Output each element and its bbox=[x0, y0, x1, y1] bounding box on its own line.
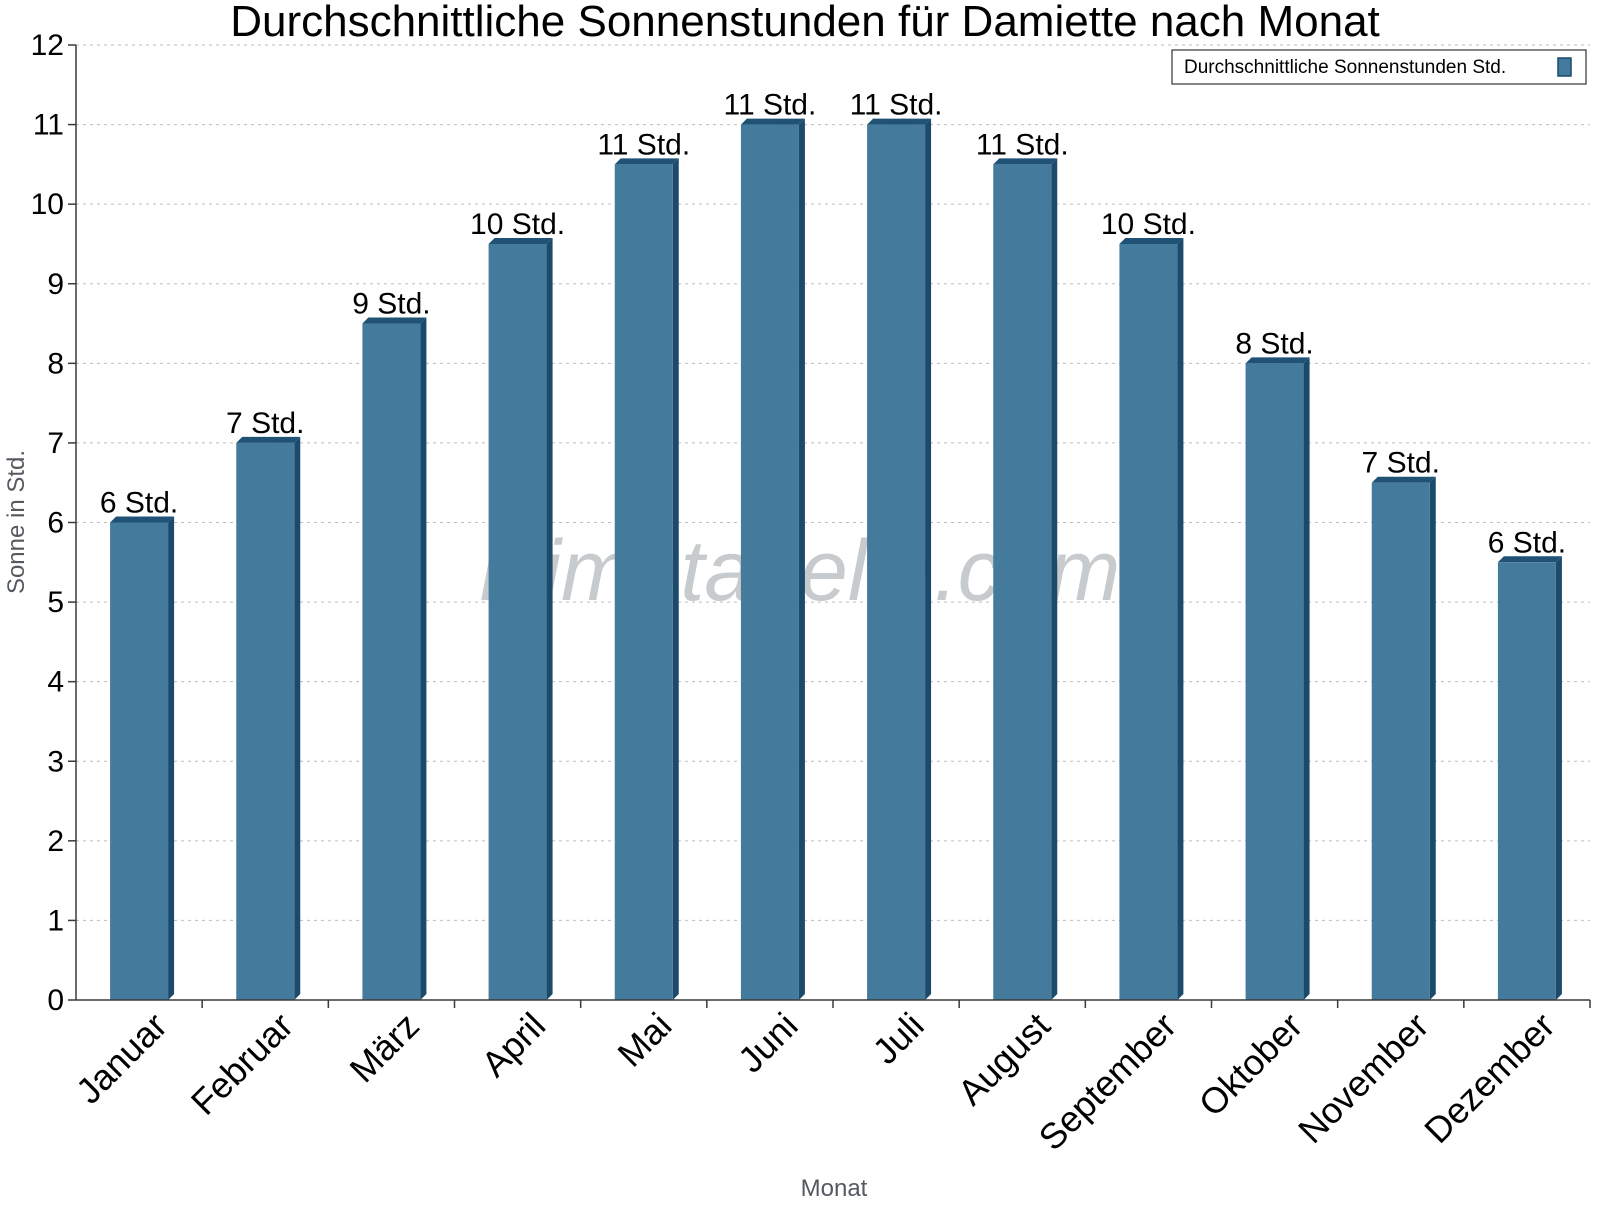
y-tick-label: 3 bbox=[47, 745, 64, 778]
data-label: 6 Std. bbox=[1488, 526, 1566, 559]
bar-top bbox=[1371, 476, 1436, 483]
y-tick-label: 11 bbox=[33, 109, 64, 142]
bar-side bbox=[1429, 476, 1436, 1000]
x-tick-label: Oktober bbox=[1191, 1005, 1311, 1125]
x-axis-title: Monat bbox=[801, 1175, 868, 1200]
bar-front bbox=[1245, 363, 1304, 1000]
x-tick-label: September bbox=[1031, 1005, 1185, 1159]
bar-front bbox=[488, 243, 547, 1001]
x-tick-label: März bbox=[342, 1005, 428, 1091]
bar bbox=[1119, 237, 1184, 1001]
bar-side bbox=[294, 436, 301, 1001]
bar-side bbox=[1303, 357, 1310, 1000]
x-tick-label: November bbox=[1290, 1005, 1436, 1151]
data-label: 11 Std. bbox=[850, 89, 943, 122]
data-label: 11 Std. bbox=[597, 128, 690, 161]
bar-front bbox=[1497, 562, 1556, 1000]
bar-front bbox=[236, 442, 295, 1001]
legend: Durchschnittliche Sonnenstunden Std. bbox=[1171, 49, 1587, 85]
bar bbox=[236, 436, 301, 1001]
y-tick-label: 7 bbox=[47, 427, 64, 460]
bar-top bbox=[110, 516, 175, 523]
legend-label: Durchschnittliche Sonnenstunden Std. bbox=[1184, 57, 1506, 78]
bar bbox=[740, 118, 805, 1001]
chart-title: Durchschnittliche Sonnenstunden für Dami… bbox=[230, 0, 1380, 46]
data-label: 7 Std. bbox=[226, 407, 304, 440]
legend-swatch bbox=[1557, 57, 1572, 77]
y-tick-label: 2 bbox=[47, 825, 64, 858]
bar bbox=[488, 237, 553, 1001]
x-tick-label: Dezember bbox=[1416, 1005, 1562, 1151]
y-tick-label: 4 bbox=[47, 666, 64, 699]
bars bbox=[110, 118, 1562, 1001]
data-label: 9 Std. bbox=[352, 288, 430, 321]
bar-top bbox=[993, 158, 1058, 165]
legend-box bbox=[1171, 49, 1587, 85]
bar-front bbox=[1371, 482, 1430, 1000]
y-tick-label: 12 bbox=[31, 29, 64, 62]
bar-side bbox=[925, 118, 932, 1001]
data-label: 8 Std. bbox=[1235, 327, 1313, 360]
data-label: 11 Std. bbox=[976, 128, 1069, 161]
bar-front bbox=[1119, 243, 1178, 1001]
bar-top bbox=[867, 118, 932, 125]
y-axis-title: Sonne in Std. bbox=[3, 450, 30, 594]
x-tick-label: August bbox=[950, 1005, 1058, 1113]
x-tick-label: Juni bbox=[730, 1005, 806, 1081]
bar bbox=[1371, 476, 1436, 1000]
bar-front bbox=[110, 522, 169, 1000]
bar-side bbox=[420, 317, 427, 1001]
data-label: 10 Std. bbox=[1101, 208, 1196, 241]
bar-top bbox=[236, 436, 301, 443]
bar-top bbox=[488, 237, 553, 244]
x-tick-label: April bbox=[473, 1005, 553, 1085]
bar-top bbox=[740, 118, 805, 125]
bar bbox=[867, 118, 932, 1001]
bar-side bbox=[1051, 158, 1058, 1000]
y-tick-label: 8 bbox=[47, 347, 64, 380]
data-label: 10 Std. bbox=[470, 208, 565, 241]
bar-side bbox=[546, 237, 553, 1001]
bar-side bbox=[798, 118, 805, 1001]
data-labels: 6 Std. 7 Std. 9 Std. 10 Std. 11 Std. 11 Std. 1… bbox=[100, 89, 1566, 560]
y-tick-label: 10 bbox=[31, 188, 64, 221]
gridlines bbox=[76, 44, 1590, 921]
y-tick-label: 5 bbox=[47, 586, 64, 619]
data-label: 7 Std. bbox=[1362, 447, 1440, 480]
x-tick-label: Mai bbox=[609, 1005, 679, 1075]
x-tick-label: Juli bbox=[865, 1005, 932, 1072]
y-tick-label: 6 bbox=[47, 507, 64, 540]
bar-side bbox=[1177, 237, 1184, 1001]
bar-top bbox=[1119, 237, 1184, 244]
y-tick-label: 9 bbox=[47, 268, 64, 301]
y-tick-label: 1 bbox=[47, 904, 64, 937]
bar-front bbox=[993, 164, 1052, 1000]
bar-side bbox=[1555, 556, 1562, 1000]
bar-front bbox=[614, 164, 673, 1000]
bar-side bbox=[672, 158, 679, 1000]
bar-side bbox=[168, 516, 175, 1000]
bar bbox=[993, 158, 1058, 1000]
bar bbox=[110, 516, 175, 1000]
bar bbox=[1497, 556, 1562, 1000]
bar-top bbox=[1245, 357, 1310, 364]
bar-top bbox=[362, 317, 427, 324]
data-label: 11 Std. bbox=[723, 89, 816, 122]
bar-top bbox=[1497, 556, 1562, 563]
bar bbox=[362, 317, 427, 1001]
data-label: 6 Std. bbox=[100, 487, 178, 520]
bar-front bbox=[867, 124, 926, 1001]
x-tick-labels: Januar Februar März April Mai Juni Juli AugustS… bbox=[68, 1000, 1591, 1159]
y-tick-label: 0 bbox=[47, 984, 64, 1017]
x-tick-label: Januar bbox=[68, 1005, 175, 1112]
bar-top bbox=[614, 158, 679, 165]
x-tick-label: Februar bbox=[183, 1005, 301, 1123]
bar-front bbox=[362, 323, 421, 1001]
bar-front bbox=[740, 124, 799, 1001]
bar bbox=[1245, 357, 1310, 1000]
bar bbox=[614, 158, 679, 1000]
